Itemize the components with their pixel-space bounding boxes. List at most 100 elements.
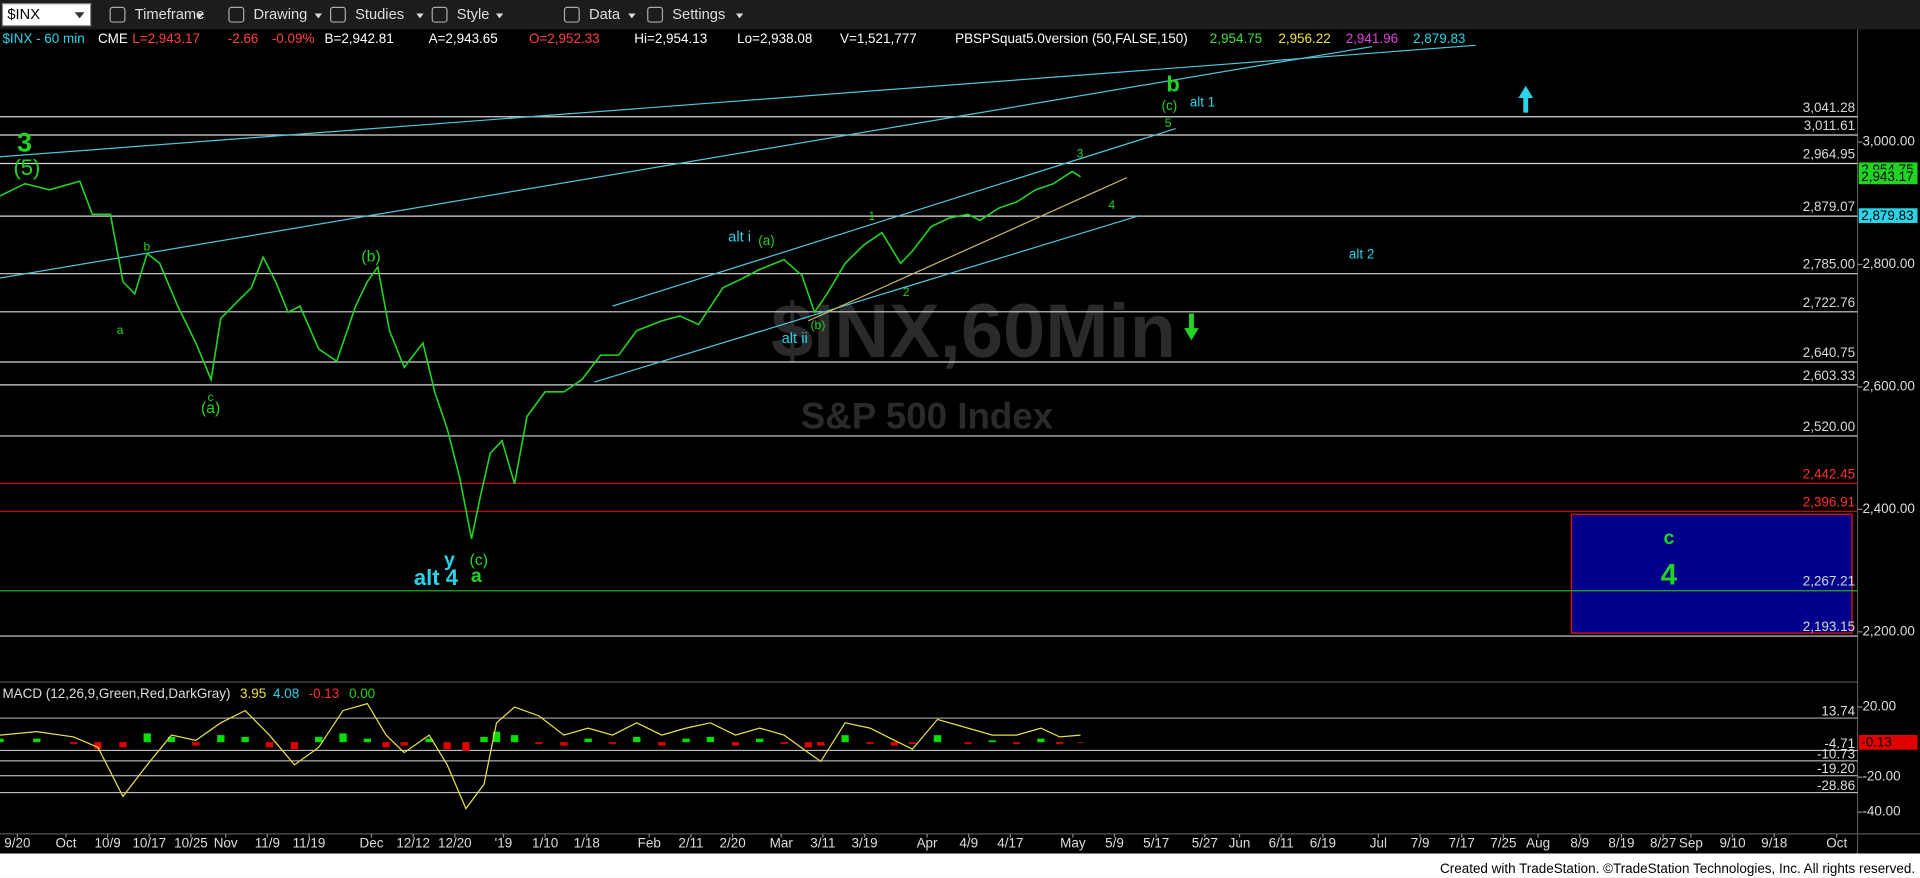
menu-caret xyxy=(495,13,504,19)
symbol[interactable]: $INX xyxy=(7,7,40,23)
macd-histogram-bar xyxy=(290,742,299,750)
trendline xyxy=(612,128,1176,307)
price-badge xyxy=(1858,169,1918,185)
wave-label: alt i xyxy=(728,229,751,245)
wave-label: (b) xyxy=(361,248,380,265)
header-item: CME xyxy=(98,31,128,46)
x-tick-label: 10/9 xyxy=(95,835,121,850)
trendline xyxy=(808,177,1128,322)
price-badge xyxy=(1858,208,1918,223)
symbol-box[interactable] xyxy=(1,3,92,27)
wave-label: alt ii xyxy=(782,331,808,347)
macd-histogram-bar xyxy=(804,742,812,748)
menu-caret xyxy=(195,13,204,19)
x-tick-label: 6/11 xyxy=(1269,835,1294,850)
header-item: O=2,952.33 xyxy=(529,31,600,46)
level-label: 2,722.76 xyxy=(1803,295,1855,310)
macd-histogram-bar xyxy=(425,738,433,743)
macd-readout: 3.95 xyxy=(240,686,266,701)
wave-label: (c) xyxy=(1162,98,1178,113)
header-item: A=2,943.65 xyxy=(429,31,498,46)
up-arrow xyxy=(1518,85,1534,113)
macd-histogram-bar xyxy=(492,731,501,743)
macd-histogram-bar xyxy=(964,742,972,744)
watermark-title: $INX,60Min xyxy=(771,289,1176,374)
macd-histogram-bar xyxy=(560,742,568,746)
header-item: B=2,942.81 xyxy=(324,31,393,46)
x-tick-label: 11/19 xyxy=(293,835,326,850)
macd-histogram-bar xyxy=(0,738,4,743)
macd-level-label: -19.20 xyxy=(1817,761,1855,776)
macd-readout: -0.13 xyxy=(309,686,340,701)
wave-label: (b) xyxy=(810,318,825,332)
x-tick-label: 7/9 xyxy=(1411,835,1430,850)
x-tick-label: 9/20 xyxy=(4,835,30,850)
macd-histogram-bar xyxy=(780,742,788,744)
y-tick-label: -20.00 xyxy=(1862,769,1900,784)
header-item: V=1,521,777 xyxy=(840,31,917,46)
x-tick-label: 8/9 xyxy=(1570,835,1589,850)
watermark-subtitle: S&P 500 Index xyxy=(801,395,1054,436)
macd-badge-label: -0.13 xyxy=(1861,735,1892,750)
y-tick-label: 20.00 xyxy=(1862,699,1896,714)
menu-button[interactable]: Settings xyxy=(672,7,725,23)
macd-histogram-bar xyxy=(608,742,617,744)
trendline xyxy=(0,44,1476,158)
macd-histogram-bar xyxy=(217,735,225,743)
header-item: L=2,943.17 xyxy=(132,31,200,46)
x-tick-label: 6/19 xyxy=(1310,835,1336,850)
macd-histogram-bar xyxy=(192,742,200,746)
down-arrow xyxy=(1184,313,1199,341)
x-tick-label: 7/25 xyxy=(1490,835,1516,850)
macd-histogram-bar xyxy=(908,742,917,744)
macd-histogram-bar xyxy=(167,736,176,743)
wave-label: alt 4 xyxy=(414,565,459,590)
menu-icon xyxy=(431,6,448,23)
x-tick-label: 8/19 xyxy=(1608,835,1634,850)
price-badge-label: 2,943.17 xyxy=(1861,169,1913,184)
x-tick-label: 1/18 xyxy=(574,835,600,850)
macd-histogram-bar xyxy=(510,735,519,743)
macd-title: MACD (12,26,9,Green,Red,DarkGray) xyxy=(2,686,230,701)
level-label: 3,041.28 xyxy=(1803,100,1855,115)
level-label: 2,442.45 xyxy=(1803,466,1855,481)
x-tick-label: 3/19 xyxy=(851,835,877,850)
menu-button[interactable]: Drawing xyxy=(253,7,307,23)
macd-histogram-bar xyxy=(400,742,408,746)
x-tick-label: Apr xyxy=(917,835,938,850)
menu-icon xyxy=(563,6,580,23)
menu-caret xyxy=(314,13,323,19)
macd-histogram-bar xyxy=(119,742,127,748)
x-tick-label: Feb xyxy=(638,835,661,850)
macd-histogram-bar xyxy=(988,740,996,743)
level-label: 2,640.75 xyxy=(1803,345,1855,360)
wave-label: 4 xyxy=(1661,559,1678,592)
menu-button[interactable]: Timeframe xyxy=(135,7,205,23)
x-tick-label: Dec xyxy=(360,835,384,850)
macd-histogram-bar xyxy=(265,742,274,748)
header-item: -0.09% xyxy=(272,31,315,46)
menu-icon xyxy=(330,6,346,23)
wave-label: c xyxy=(1664,527,1675,549)
macd-histogram-bar xyxy=(480,736,488,743)
wave-label: alt 1 xyxy=(1190,94,1215,109)
wave-label: a xyxy=(117,323,124,337)
wave-label: c xyxy=(208,390,214,404)
x-tick-label: Aug xyxy=(1526,835,1550,850)
menu-button[interactable]: Studies xyxy=(355,7,404,23)
x-tick-label: 5/9 xyxy=(1105,835,1124,850)
level-label: 2,396.91 xyxy=(1803,494,1855,509)
menu-caret xyxy=(735,13,744,19)
wave-label: alt 2 xyxy=(1349,246,1374,261)
trendline xyxy=(594,214,1140,383)
header-item: 2,879.83 xyxy=(1413,31,1465,46)
menu-button[interactable]: Data xyxy=(589,7,621,23)
macd-line xyxy=(0,702,1081,810)
menu-button[interactable]: Style xyxy=(457,7,490,23)
header-item: $INX - 60 min xyxy=(2,31,84,46)
y-tick-label: 2,400.00 xyxy=(1862,501,1914,516)
x-tick-label: 12/12 xyxy=(396,835,430,850)
header-item: Lo=2,938.08 xyxy=(737,31,812,46)
